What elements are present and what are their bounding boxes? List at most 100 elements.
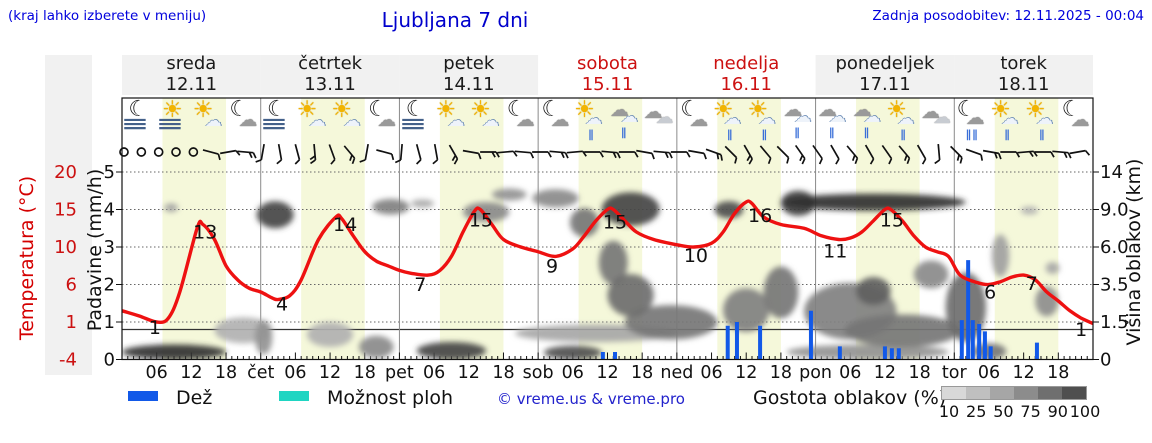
- daylight-band: [162, 98, 227, 360]
- temperature-value-label: 14: [333, 214, 357, 236]
- time-tick-label: 18: [631, 363, 653, 383]
- day-abbrev-label: ned: [660, 363, 693, 383]
- showers-legend-label: Možnost ploh: [327, 387, 454, 409]
- rain-bar: [882, 346, 887, 360]
- rain-bar: [1034, 342, 1039, 360]
- day-header-band: [122, 55, 261, 95]
- precip-tick-label: 0: [104, 350, 115, 371]
- temp-tick-label: 6: [66, 275, 77, 296]
- time-tick-label: 12: [874, 363, 896, 383]
- time-tick-label: 18: [908, 363, 930, 383]
- day-date-label: 12.11: [166, 74, 218, 95]
- temperature-curve: [122, 199, 1093, 326]
- time-tick-label: 12: [596, 363, 618, 383]
- day-date-label: 14.11: [443, 74, 495, 95]
- rain-bar: [725, 325, 730, 360]
- rain-legend-label: Dež: [176, 387, 213, 409]
- plot-border: [121, 97, 1094, 361]
- rain-bar: [959, 320, 964, 360]
- cloud-tick-label: 14: [1100, 162, 1123, 183]
- time-tick-label: 12: [458, 363, 480, 383]
- rain-bar: [613, 352, 618, 360]
- day-header-band: [538, 55, 677, 95]
- day-abbrev-label: pon: [799, 363, 832, 383]
- precip-tick-label: 1: [104, 312, 115, 333]
- cloud-tick-label: 0: [1100, 350, 1111, 371]
- day-header-band: [260, 55, 400, 95]
- day-name-label: nedelja: [713, 53, 779, 74]
- temperature-value-label: 4: [276, 294, 288, 316]
- day-abbrev-label: čet: [247, 363, 274, 383]
- day-header-band: [676, 55, 816, 95]
- density-scale-label: 25: [966, 402, 987, 421]
- day-header-band: [399, 55, 539, 95]
- day-date-label: 18.11: [998, 74, 1050, 95]
- precipitation-bars: [600, 260, 1039, 360]
- time-tick-label: 06: [978, 363, 1000, 383]
- cloud-density-field: [122, 188, 1060, 360]
- showers-legend-swatch: [279, 391, 309, 401]
- temperature-value-label: 15: [880, 210, 904, 232]
- rain-bar: [837, 346, 842, 360]
- wind-barbs-row: [119, 143, 1091, 165]
- time-tick-label: 06: [700, 363, 722, 383]
- temperature-value-label: 1: [149, 317, 161, 339]
- time-tick-label: 12: [1013, 363, 1035, 383]
- rain-bar: [982, 331, 987, 360]
- copyright-link[interactable]: © vreme.us & vreme.pro: [497, 390, 685, 408]
- day-header-band: [954, 55, 1093, 95]
- precip-tick-label: 4: [104, 200, 115, 221]
- density-scale-segment: [1062, 387, 1086, 399]
- density-scale-segment: [1038, 387, 1062, 399]
- temp-tick-label: 10: [54, 237, 77, 258]
- temperature-value-label: 11: [823, 241, 847, 263]
- cloud-height-axis-title: Višina oblakov (km): [1123, 158, 1145, 346]
- menu-hint-text: (kraj lahko izberete v meniju): [8, 8, 207, 24]
- day-date-label: 15.11: [582, 74, 634, 95]
- day-name-label: petek: [443, 53, 495, 74]
- time-tick-label: 06: [146, 363, 168, 383]
- day-date-label: 13.11: [304, 74, 356, 95]
- time-tick-label: 12: [735, 363, 757, 383]
- time-tick-label: 12: [180, 363, 202, 383]
- density-scale-segment: [1014, 387, 1038, 399]
- time-tick-label: 06: [839, 363, 861, 383]
- temperature-value-label: 15: [603, 212, 627, 234]
- cloud-tick-label: 9.0: [1100, 200, 1129, 221]
- precipitation-axis-title: Padavine (mm/h): [84, 168, 106, 332]
- left-margin-strip: [45, 55, 92, 375]
- cloud-density-scale-bar: [941, 386, 1087, 400]
- time-tick-label: 06: [284, 363, 306, 383]
- density-scale-label: 10: [938, 402, 960, 421]
- time-tick-label: 18: [492, 363, 514, 383]
- time-tick-label: 18: [354, 363, 376, 383]
- precip-tick-label: 3: [104, 237, 115, 258]
- temperature-value-label: 7: [414, 274, 426, 296]
- density-scale-label: 50: [993, 402, 1014, 421]
- temp-tick-label: -4: [59, 350, 77, 371]
- page-title: Ljubljana 7 dni: [381, 8, 529, 32]
- cloud-tick-label: 3.5: [1100, 275, 1129, 296]
- rain-bar: [600, 352, 605, 360]
- day-date-label: 16.11: [720, 74, 772, 95]
- day-name-label: sobota: [577, 53, 638, 74]
- temperature-value-label: 6: [984, 282, 996, 304]
- rain-bar: [889, 348, 894, 360]
- time-tick-label: 18: [1047, 363, 1069, 383]
- last-update-text: Zadnja posodobitev: 12.11.2025 - 00:04: [872, 8, 1144, 24]
- rain-bar: [758, 325, 763, 360]
- temp-tick-label: 1: [66, 312, 77, 333]
- rain-bar: [896, 348, 901, 360]
- time-tick-label: 18: [215, 363, 237, 383]
- day-name-label: sreda: [166, 53, 216, 74]
- rain-bar: [808, 310, 813, 360]
- temperature-value-label: 15: [469, 210, 493, 232]
- time-tick-label: 06: [423, 363, 445, 383]
- time-tick-label: 06: [562, 363, 584, 383]
- rain-bar: [734, 322, 739, 360]
- day-date-label: 17.11: [859, 74, 911, 95]
- cloud-tick-label: 6.0: [1100, 237, 1129, 258]
- temperature-value-label: 9: [546, 255, 558, 277]
